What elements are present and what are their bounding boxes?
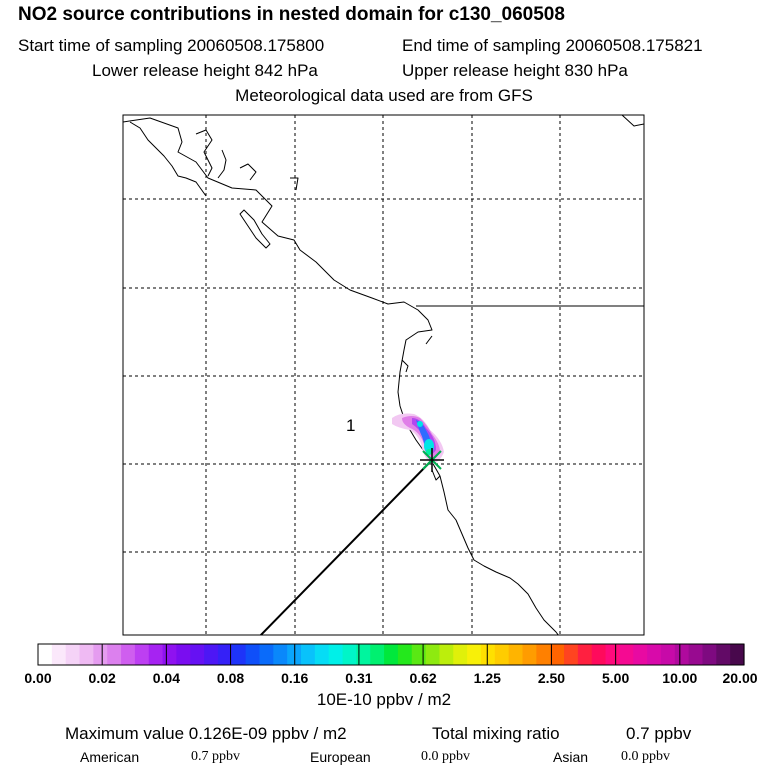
map-frame <box>122 114 645 636</box>
colorbar-cell <box>439 644 454 665</box>
colorbar-cell <box>716 644 731 665</box>
colorbar-cell <box>245 644 261 665</box>
colorbar-tick-label: 0.00 <box>24 670 52 686</box>
sampling-end: End time of sampling 20060508.175821 <box>402 36 703 55</box>
source-european-name: European <box>310 749 371 765</box>
colorbar-cell <box>231 644 247 665</box>
flight-track <box>259 459 433 635</box>
sampling-start: Start time of sampling 20060508.175800 <box>18 36 325 55</box>
colorbar-tick-label: 0.16 <box>281 670 309 686</box>
colorbar-tick-label: 0.31 <box>345 670 373 686</box>
colorbar-tick-label: 5.00 <box>602 670 630 686</box>
colorbar-cell <box>494 644 510 665</box>
colorbar-cell <box>134 644 150 665</box>
colorbar-cell <box>480 644 496 665</box>
colorbar-cell <box>107 644 122 665</box>
colorbar-cell <box>259 644 274 665</box>
colorbar-cell <box>564 644 579 665</box>
colorbar-frame <box>37 643 745 666</box>
colorbar-cell <box>328 644 344 665</box>
total-mixing-label: Total mixing ratio <box>432 724 560 743</box>
colorbar-cell <box>314 644 330 665</box>
colorbar-tick-label: 0.02 <box>88 670 116 686</box>
met-note: Meteorological data used are from GFS <box>235 86 533 105</box>
colorbar-cell <box>342 644 357 665</box>
colorbar-tick-label: 10.00 <box>662 670 698 686</box>
colorbar-cell <box>93 644 108 665</box>
colorbar-cell <box>190 644 205 665</box>
colorbar-cell <box>370 644 385 665</box>
colorbar-cell <box>38 644 53 665</box>
colorbar-cell <box>204 644 219 665</box>
release-upper: Upper release height 830 hPa <box>402 61 628 80</box>
colorbar-cell <box>148 644 164 665</box>
colorbar-cell <box>536 644 551 665</box>
colorbar-cell <box>162 644 178 665</box>
colorbar-tick-label: 0.08 <box>216 670 245 686</box>
colorbar-tick-label: 0.04 <box>152 670 180 686</box>
colorbar-cell <box>633 644 648 665</box>
source-american-name: American <box>80 749 140 765</box>
colorbar-cell <box>605 644 621 665</box>
colorbar-cell <box>660 644 676 665</box>
source-asian-value: 0.0 ppbv <box>621 749 670 764</box>
colorbar-cell <box>301 644 316 665</box>
colorbar-units: 10E-10 ppbv / m2 <box>316 690 452 709</box>
max-value: Maximum value 0.126E-09 ppbv / m2 <box>65 724 347 743</box>
plot-title: NO2 source contributions in nested domai… <box>18 4 565 25</box>
colorbar-tick-label: 1.25 <box>473 670 501 686</box>
colorbar-cell <box>273 644 288 665</box>
receptor-marker <box>420 448 444 472</box>
colorbar-cell <box>591 644 607 665</box>
colorbar-tick-label: 2.50 <box>537 670 566 686</box>
colorbar-cell <box>550 644 565 665</box>
colorbar-cell <box>647 644 662 665</box>
source-asian-name: Asian <box>553 749 589 765</box>
colorbar-cell <box>508 644 524 665</box>
colorbar-cell <box>702 644 717 665</box>
colorbar-cell <box>384 644 399 665</box>
colorbar-cell <box>467 644 482 665</box>
release-lower: Lower release height 842 hPa <box>92 61 318 80</box>
colorbar-cell <box>65 644 81 665</box>
no2-plume <box>392 413 444 464</box>
colorbar-cell <box>397 644 413 665</box>
colorbar-cell <box>577 644 593 665</box>
colorbar-cell <box>356 644 371 665</box>
colorbar-cell <box>51 644 67 665</box>
region-label: 1 <box>346 416 355 435</box>
source-european-value: 0.0 ppbv <box>421 749 470 764</box>
colorbar-cell <box>411 644 427 665</box>
total-mixing-value: 0.7 ppbv <box>626 724 692 743</box>
colorbar-cell <box>217 644 233 665</box>
colorbar-cell <box>522 644 537 665</box>
colorbar-tick-label: 0.62 <box>409 670 437 686</box>
colorbar-tick-label: 20.00 <box>722 670 758 686</box>
colorbar-cell <box>176 644 191 665</box>
coastline <box>123 115 644 635</box>
map-gridlines <box>123 115 644 635</box>
colorbar-cell <box>453 644 468 665</box>
colorbar-cell <box>425 644 441 665</box>
source-american-value: 0.7 ppbv <box>191 749 240 764</box>
colorbar-cell <box>674 644 690 665</box>
colorbar-cell <box>688 644 704 665</box>
colorbar-cell <box>79 644 94 665</box>
colorbar-cell <box>730 644 745 665</box>
colorbar-cell <box>121 644 136 665</box>
colorbar-cell <box>619 644 634 665</box>
colorbar-cells <box>38 644 745 665</box>
